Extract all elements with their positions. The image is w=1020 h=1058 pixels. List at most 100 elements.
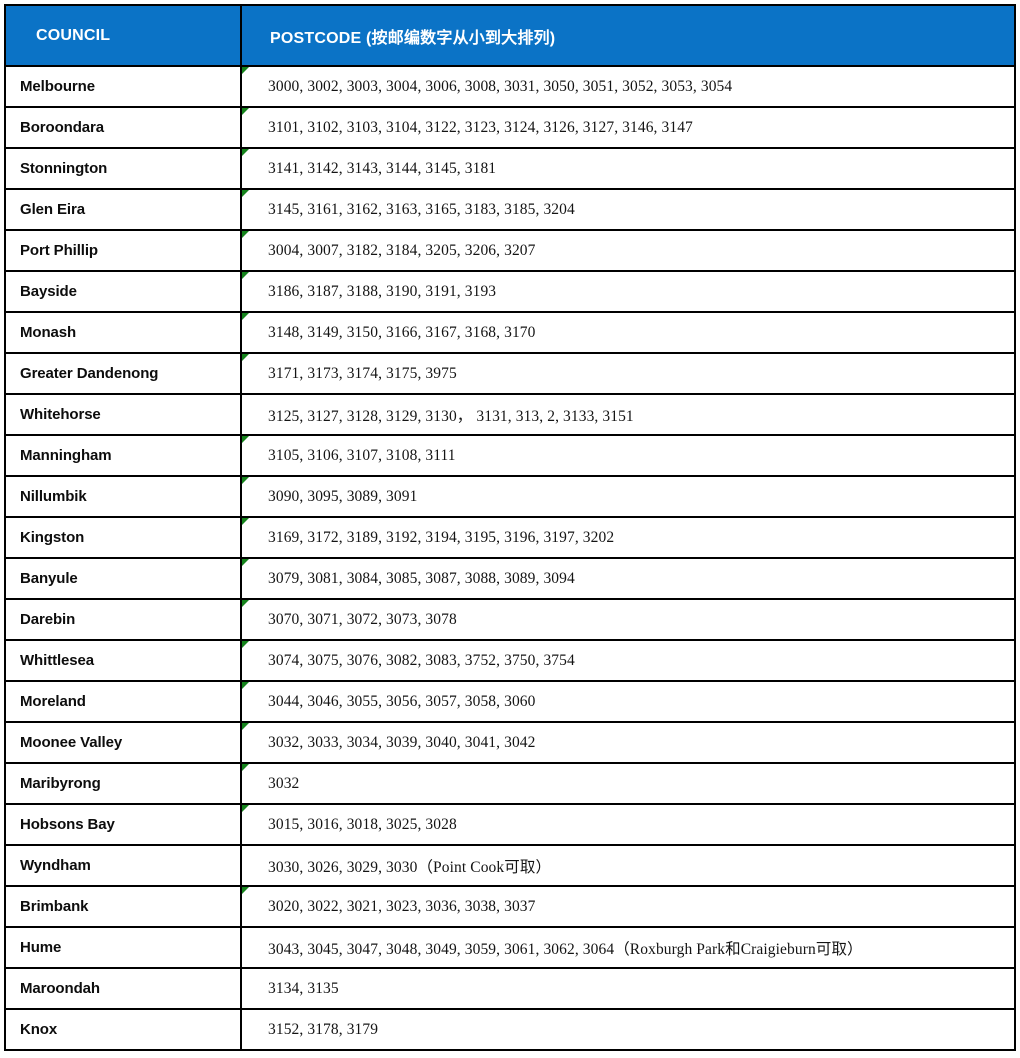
table-row: Greater Dandenong 3171, 3173, 3174, 3175… [6, 352, 1014, 393]
header-council: COUNCIL [6, 6, 242, 65]
council-cell: Boroondara [6, 108, 242, 147]
council-cell: Whitehorse [6, 395, 242, 434]
postcode-cell: 3032, 3033, 3034, 3039, 3040, 3041, 3042 [242, 723, 1014, 762]
table-row: Brimbank 3020, 3022, 3021, 3023, 3036, 3… [6, 885, 1014, 926]
table-row: Monash 3148, 3149, 3150, 3166, 3167, 316… [6, 311, 1014, 352]
council-name: Boroondara [20, 119, 105, 136]
council-name: Bayside [20, 283, 77, 300]
postcode-list: 3105, 3106, 3107, 3108, 3111 [268, 446, 456, 464]
postcode-list: 3090, 3095, 3089, 3091 [268, 487, 418, 505]
council-cell: Maribyrong [6, 764, 242, 803]
postcode-list: 3004, 3007, 3182, 3184, 3205, 3206, 3207 [268, 241, 536, 259]
council-name: Hobsons Bay [20, 816, 115, 833]
postcode-cell: 3000, 3002, 3003, 3004, 3006, 3008, 3031… [242, 67, 1014, 106]
header-council-label: COUNCIL [36, 26, 111, 44]
council-cell: Whittlesea [6, 641, 242, 680]
council-name: Wyndham [20, 857, 91, 874]
council-cell: Moonee Valley [6, 723, 242, 762]
postcode-list: 3186, 3187, 3188, 3190, 3191, 3193 [268, 282, 497, 300]
postcode-list: 3032, 3033, 3034, 3039, 3040, 3041, 3042 [268, 733, 536, 751]
council-name: Whittlesea [20, 652, 95, 669]
postcode-cell: 3141, 3142, 3143, 3144, 3145, 3181 [242, 149, 1014, 188]
postcode-cell: 3152, 3178, 3179 [242, 1010, 1014, 1049]
postcode-cell: 3020, 3022, 3021, 3023, 3036, 3038, 3037 [242, 887, 1014, 926]
council-name: Melbourne [20, 78, 95, 95]
council-cell: Glen Eira [6, 190, 242, 229]
postcode-cell: 3125, 3127, 3128, 3129, 3130， 3131, 313,… [242, 395, 1014, 434]
postcode-cell: 3079, 3081, 3084, 3085, 3087, 3088, 3089… [242, 559, 1014, 598]
table-row: Maroondah 3134, 3135 [6, 967, 1014, 1008]
header-postcode-label: POSTCODE (按邮编数字从小到大排列) [270, 29, 556, 47]
council-cell: Knox [6, 1010, 242, 1049]
council-name: Manningham [20, 447, 112, 464]
postcode-list: 3074, 3075, 3076, 3082, 3083, 3752, 3750… [268, 651, 575, 669]
council-cell: Bayside [6, 272, 242, 311]
postcode-cell: 3134, 3135 [242, 969, 1014, 1008]
council-cell: Greater Dandenong [6, 354, 242, 393]
table-body: Melbourne 3000, 3002, 3003, 3004, 3006, … [6, 65, 1014, 1049]
council-cell: Moreland [6, 682, 242, 721]
table-row: Maribyrong 3032 [6, 762, 1014, 803]
council-name: Nillumbik [20, 488, 87, 505]
council-name: Moonee Valley [20, 734, 123, 751]
green-triangle-icon [242, 805, 249, 812]
council-cell: Banyule [6, 559, 242, 598]
council-cell: Brimbank [6, 887, 242, 926]
green-triangle-icon [242, 436, 249, 443]
table-row: Whittlesea 3074, 3075, 3076, 3082, 3083,… [6, 639, 1014, 680]
council-cell: Nillumbik [6, 477, 242, 516]
table-row: Boroondara 3101, 3102, 3103, 3104, 3122,… [6, 106, 1014, 147]
council-cell: Hume [6, 928, 242, 967]
postcode-list: 3148, 3149, 3150, 3166, 3167, 3168, 3170 [268, 323, 536, 341]
council-cell: Kingston [6, 518, 242, 557]
green-triangle-icon [242, 600, 249, 607]
council-name: Maribyrong [20, 775, 101, 792]
postcode-cell: 3090, 3095, 3089, 3091 [242, 477, 1014, 516]
postcode-list: 3145, 3161, 3162, 3163, 3165, 3183, 3185… [268, 200, 575, 218]
council-name: Banyule [20, 570, 78, 587]
council-name: Port Phillip [20, 242, 98, 259]
table-row: Knox 3152, 3178, 3179 [6, 1008, 1014, 1049]
postcode-list: 3134, 3135 [268, 979, 339, 997]
postcode-list: 3125, 3127, 3128, 3129, 3130， 3131, 313,… [268, 407, 634, 425]
postcode-list: 3015, 3016, 3018, 3025, 3028 [268, 815, 457, 833]
table-row: Hobsons Bay 3015, 3016, 3018, 3025, 3028 [6, 803, 1014, 844]
council-name: Darebin [20, 611, 76, 628]
green-triangle-icon [242, 149, 249, 156]
council-cell: Wyndham [6, 846, 242, 885]
council-cell: Stonnington [6, 149, 242, 188]
table-row: Moreland 3044, 3046, 3055, 3056, 3057, 3… [6, 680, 1014, 721]
table-row: Bayside 3186, 3187, 3188, 3190, 3191, 31… [6, 270, 1014, 311]
council-cell: Darebin [6, 600, 242, 639]
postcode-table: COUNCIL POSTCODE (按邮编数字从小到大排列) Melbourne… [4, 4, 1016, 1051]
postcode-list: 3044, 3046, 3055, 3056, 3057, 3058, 3060 [268, 692, 536, 710]
council-cell: Monash [6, 313, 242, 352]
council-name: Maroondah [20, 980, 100, 997]
council-name: Hume [20, 939, 62, 956]
postcode-cell: 3044, 3046, 3055, 3056, 3057, 3058, 3060 [242, 682, 1014, 721]
table-row: Hume 3043, 3045, 3047, 3048, 3049, 3059,… [6, 926, 1014, 967]
postcode-list: 3000, 3002, 3003, 3004, 3006, 3008, 3031… [268, 77, 733, 95]
council-cell: Hobsons Bay [6, 805, 242, 844]
postcode-list: 3169, 3172, 3189, 3192, 3194, 3195, 3196… [268, 528, 615, 546]
postcode-cell: 3148, 3149, 3150, 3166, 3167, 3168, 3170 [242, 313, 1014, 352]
table-row: Melbourne 3000, 3002, 3003, 3004, 3006, … [6, 65, 1014, 106]
green-triangle-icon [242, 272, 249, 279]
postcode-cell: 3145, 3161, 3162, 3163, 3165, 3183, 3185… [242, 190, 1014, 229]
postcode-cell: 3015, 3016, 3018, 3025, 3028 [242, 805, 1014, 844]
council-name: Monash [20, 324, 77, 341]
council-name: Kingston [20, 529, 85, 546]
postcode-list: 3101, 3102, 3103, 3104, 3122, 3123, 3124… [268, 118, 693, 136]
green-triangle-icon [242, 108, 249, 115]
council-cell: Maroondah [6, 969, 242, 1008]
postcode-cell: 3032 [242, 764, 1014, 803]
table-row: Moonee Valley 3032, 3033, 3034, 3039, 30… [6, 721, 1014, 762]
postcode-cell: 3171, 3173, 3174, 3175, 3975 [242, 354, 1014, 393]
council-cell: Melbourne [6, 67, 242, 106]
green-triangle-icon [242, 518, 249, 525]
postcode-cell: 3101, 3102, 3103, 3104, 3122, 3123, 3124… [242, 108, 1014, 147]
header-postcode: POSTCODE (按邮编数字从小到大排列) [242, 6, 1014, 65]
table-header: COUNCIL POSTCODE (按邮编数字从小到大排列) [6, 6, 1014, 65]
green-triangle-icon [242, 67, 249, 74]
green-triangle-icon [242, 477, 249, 484]
